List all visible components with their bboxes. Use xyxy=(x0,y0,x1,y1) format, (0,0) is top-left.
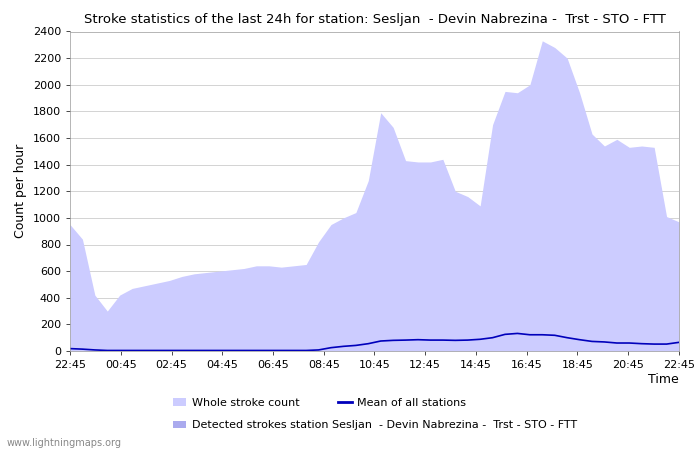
Title: Stroke statistics of the last 24h for station: Sesljan  - Devin Nabrezina -  Trs: Stroke statistics of the last 24h for st… xyxy=(83,13,666,26)
Legend: Detected strokes station Sesljan  - Devin Nabrezina -  Trst - STO - FTT: Detected strokes station Sesljan - Devin… xyxy=(173,420,577,431)
Y-axis label: Count per hour: Count per hour xyxy=(14,144,27,238)
Text: www.lightningmaps.org: www.lightningmaps.org xyxy=(7,438,122,448)
Text: Time: Time xyxy=(648,374,679,387)
